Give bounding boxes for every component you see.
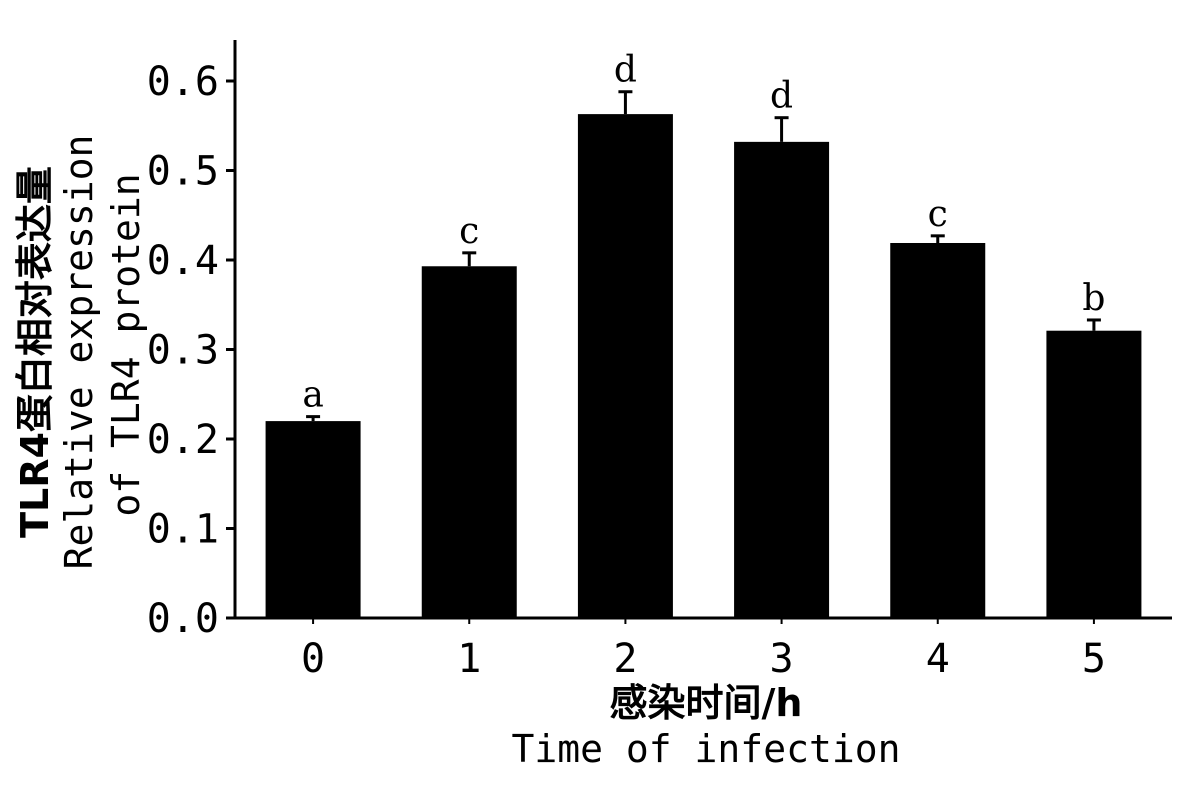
bar xyxy=(421,266,517,618)
y-tick-label: 0.0 xyxy=(147,596,219,642)
labels-layer: 0.0 0.1 0.2 0.3 0.4 0.5 0.6 0 a 1 c 2 d 3 d 4 c 5 b xyxy=(147,50,1106,682)
y-tick-label: 0.2 xyxy=(147,417,219,463)
y-tick-label: 0.5 xyxy=(147,149,219,195)
x-tick-label: 2 xyxy=(613,636,637,682)
y-tick-label: 0.1 xyxy=(147,507,219,553)
axes-layer xyxy=(226,40,1172,624)
y-tick-label: 0.3 xyxy=(147,328,219,374)
bar xyxy=(734,141,830,619)
bar xyxy=(890,242,986,618)
x-axis-title-zh: 感染时间/h xyxy=(610,681,803,725)
x-tick-label: 3 xyxy=(770,636,794,682)
significance-letter: b xyxy=(1082,278,1105,319)
y-tick-label: 0.4 xyxy=(147,238,219,284)
bar xyxy=(1046,330,1142,618)
bar xyxy=(265,421,361,618)
x-axis-title-en: Time of infection xyxy=(512,727,901,771)
y-tick-label: 0.6 xyxy=(147,59,219,105)
bars-layer xyxy=(265,90,1142,619)
significance-letter: d xyxy=(770,76,793,117)
x-tick-label: 5 xyxy=(1082,636,1106,682)
y-axis-title-zh: TLR4蛋白相对表达量 xyxy=(13,166,57,538)
bar xyxy=(577,114,673,619)
y-axis-title-en-line2: of TLR4 protein xyxy=(104,173,148,516)
significance-letter: a xyxy=(302,375,323,416)
significance-letter: c xyxy=(459,211,479,252)
x-tick-label: 0 xyxy=(301,636,325,682)
x-tick-label: 4 xyxy=(926,636,950,682)
x-tick-label: 1 xyxy=(457,636,481,682)
significance-letter: c xyxy=(928,194,948,235)
significance-letter: d xyxy=(614,50,637,91)
y-axis-title-en-line1: Relative expression xyxy=(57,135,101,570)
